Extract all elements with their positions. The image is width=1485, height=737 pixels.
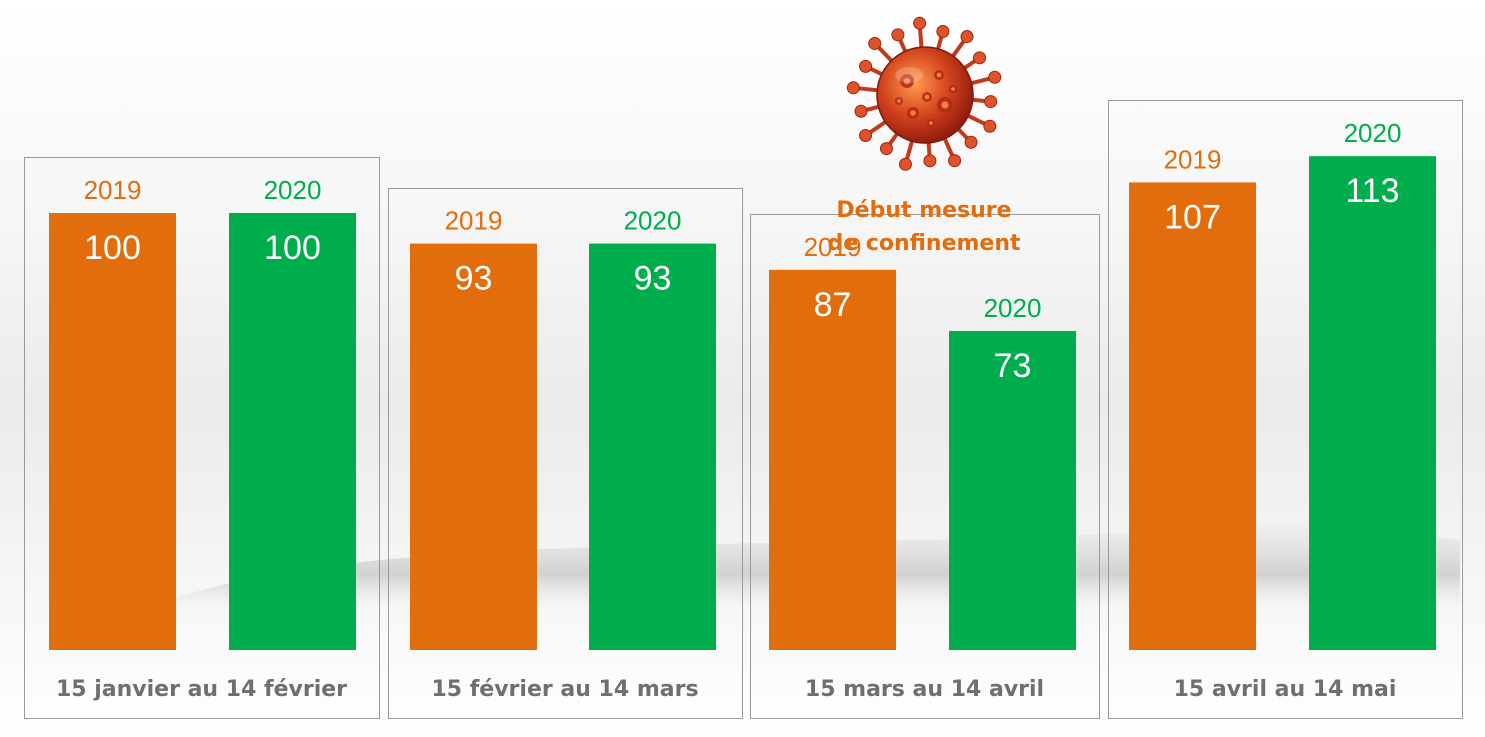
bar-value-label: 100 <box>84 229 141 267</box>
bar-2019 <box>410 243 537 650</box>
bar-2020 <box>589 243 716 650</box>
category-label: 15 mars au 14 avril <box>805 677 1044 702</box>
category-box <box>750 214 1100 719</box>
annotation-line-2: de confinement <box>827 231 1021 256</box>
category-group: 93 2019 93 2020 15 février au 14 mars <box>388 188 743 719</box>
category-label: 15 février au 14 mars <box>431 677 698 702</box>
annotation-line-1: Début mesure <box>836 198 1011 223</box>
bar-2020 <box>949 330 1076 650</box>
bar-groups: 100 2019 100 2020 15 janvier au 14 février 93… <box>24 100 1463 719</box>
bar-value-label: 100 <box>264 229 321 267</box>
category-box <box>388 188 743 719</box>
category-label: 15 avril au 14 mai <box>1174 677 1397 702</box>
bar-2020 <box>229 213 356 650</box>
category-group: 100 2019 100 2020 15 janvier au 14 février <box>24 157 380 719</box>
bar-2019 <box>1129 182 1256 650</box>
coronavirus-icon <box>846 16 1002 171</box>
bar-value-label: 87 <box>814 286 852 324</box>
bar-2019 <box>49 213 176 650</box>
bar-value-label: 93 <box>455 260 493 298</box>
series-label: 2020 <box>264 175 322 205</box>
category-group: 107 2019 113 2020 15 avril au 14 mai <box>1108 100 1463 719</box>
category-box <box>1108 100 1463 719</box>
annotation: Début mesure de confinement <box>827 16 1021 256</box>
series-label: 2019 <box>84 175 142 205</box>
bar-2020 <box>1309 156 1436 650</box>
bar-2019 <box>769 269 896 650</box>
series-label: 2020 <box>1344 118 1402 148</box>
bar-value-label: 93 <box>634 260 672 298</box>
series-label: 2019 <box>804 232 862 262</box>
series-label: 2020 <box>624 206 682 236</box>
category-group: 87 2019 73 2020 15 mars au 14 avril <box>750 214 1100 719</box>
category-label: 15 janvier au 14 février <box>56 677 347 702</box>
bar-value-label: 113 <box>1345 172 1399 210</box>
category-box <box>24 157 380 719</box>
bar-value-label: 107 <box>1164 198 1221 236</box>
series-label: 2019 <box>445 206 503 236</box>
series-label: 2020 <box>984 293 1042 323</box>
series-label: 2019 <box>1164 144 1222 174</box>
bar-value-label: 73 <box>994 347 1032 385</box>
